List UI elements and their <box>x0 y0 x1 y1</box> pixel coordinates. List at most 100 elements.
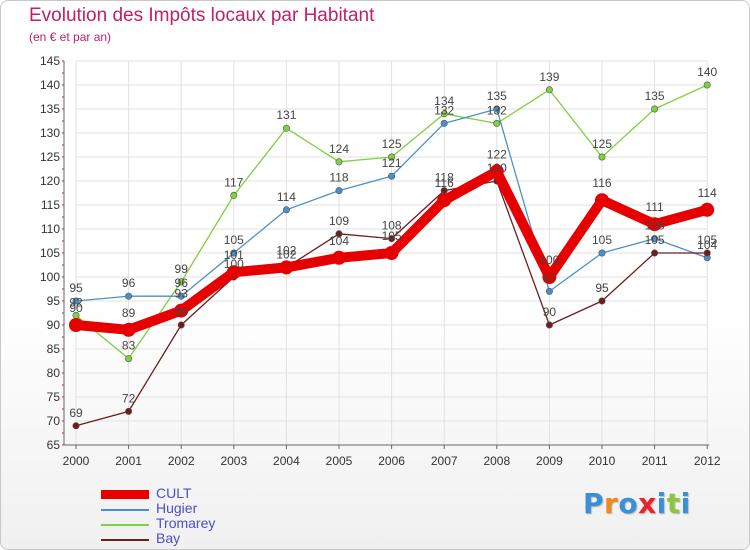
data-label-bay: 90 <box>175 305 189 319</box>
data-point-cult <box>332 250 346 265</box>
data-label-tromarey: 139 <box>539 70 559 84</box>
data-label-hugier: 135 <box>487 89 507 103</box>
data-label-hugier: 118 <box>329 171 348 185</box>
data-label-cult: 100 <box>539 253 559 267</box>
x-tick-label: 2006 <box>378 454 405 468</box>
data-label-bay: 105 <box>645 233 665 247</box>
data-label-tromarey: 125 <box>382 137 402 151</box>
data-label-cult: 114 <box>698 186 717 200</box>
data-point-hugier <box>440 119 448 127</box>
data-label-cult: 116 <box>435 176 454 190</box>
x-tick-label: 2003 <box>220 454 247 468</box>
data-label-tromarey: 135 <box>645 89 665 103</box>
data-label-bay: 100 <box>224 257 244 271</box>
data-point-tromarey <box>388 153 396 161</box>
data-point-bay <box>177 321 185 329</box>
data-label-cult: 122 <box>487 147 507 161</box>
data-label-hugier: 96 <box>175 276 189 290</box>
data-point-hugier <box>598 249 606 257</box>
data-point-hugier <box>651 235 659 243</box>
data-label-cult: 90 <box>69 301 83 315</box>
data-point-bay <box>335 230 343 238</box>
data-point-tromarey <box>282 124 290 132</box>
data-point-tromarey <box>177 278 185 286</box>
data-label-cult: 102 <box>276 243 296 257</box>
y-tick-label: 70 <box>47 414 61 428</box>
y-tick-label: 115 <box>41 198 60 212</box>
data-point-tromarey <box>598 153 606 161</box>
y-tick-label: 140 <box>40 78 60 92</box>
data-point-bay <box>545 321 553 329</box>
data-label-tromarey: 125 <box>592 137 612 151</box>
data-point-cult <box>384 246 399 260</box>
y-tick-label: 85 <box>47 342 61 356</box>
chart-subtitle: (en € et par an) <box>29 30 112 44</box>
proxiti-logo: Proxiti <box>583 487 691 520</box>
data-label-bay: 72 <box>122 391 136 405</box>
x-tick-label: 2001 <box>115 454 142 468</box>
y-tick-label: 120 <box>40 174 60 188</box>
y-tick-label: 130 <box>40 126 60 140</box>
logo-letter: o <box>618 487 639 520</box>
data-label-bay: 69 <box>69 406 83 420</box>
y-tick-label: 100 <box>40 270 60 284</box>
legend-item-tromarey: Tromarey <box>101 515 301 532</box>
data-label-hugier: 95 <box>69 281 83 295</box>
data-point-hugier <box>72 297 80 305</box>
data-point-hugier <box>335 187 343 195</box>
x-tick-label: 2000 <box>63 454 90 468</box>
x-tick-label: 2007 <box>431 454 458 468</box>
data-point-bay <box>598 297 606 305</box>
data-label-hugier: 105 <box>224 233 244 247</box>
data-label-tromarey: 124 <box>329 142 349 156</box>
data-label-tromarey: 140 <box>697 65 717 79</box>
x-tick-label: 2004 <box>273 454 300 468</box>
y-tick-label: 80 <box>47 366 61 380</box>
data-point-hugier <box>230 249 238 257</box>
data-point-hugier <box>282 206 290 214</box>
data-point-bay <box>388 235 396 243</box>
x-tick-label: 2012 <box>694 454 721 468</box>
y-tick-label: 75 <box>47 390 61 404</box>
data-label-cult: 104 <box>329 234 349 248</box>
data-point-cult <box>226 265 241 280</box>
chart-legend: CULT Hugier Tromarey Bay <box>101 485 301 547</box>
data-point-bay <box>125 407 133 415</box>
data-point-tromarey <box>703 81 711 89</box>
data-point-cult <box>700 202 715 217</box>
data-point-cult <box>647 217 662 232</box>
data-point-bay <box>72 422 80 430</box>
chart-title: Evolution des Impôts locaux par Habitant <box>29 5 375 26</box>
legend-label: CULT <box>156 485 192 501</box>
data-point-cult <box>121 322 136 337</box>
y-tick-label: 110 <box>41 222 60 236</box>
logo-letter: i <box>680 487 691 520</box>
logo-letter: t <box>666 487 681 520</box>
y-tick-label: 135 <box>40 102 60 116</box>
data-point-tromarey <box>651 105 659 113</box>
data-point-cult <box>279 260 294 275</box>
data-label-tromarey: 92 <box>69 295 83 309</box>
data-label-bay: 95 <box>595 281 609 295</box>
legend-swatch <box>101 539 149 541</box>
data-point-tromarey <box>125 355 133 363</box>
logo-letter: i <box>656 487 667 520</box>
legend-swatch <box>101 524 149 526</box>
data-point-cult <box>69 318 83 332</box>
y-tick-label: 145 <box>40 54 60 68</box>
legend-label: Bay <box>156 530 181 546</box>
data-label-hugier: 121 <box>382 156 402 170</box>
legend-item-hugier: Hugier <box>101 500 301 517</box>
data-label-hugier: 96 <box>122 276 136 290</box>
data-label-bay: 108 <box>382 219 402 233</box>
data-label-bay: 90 <box>543 305 557 319</box>
data-label-hugier: 105 <box>592 233 612 247</box>
data-label-tromarey: 99 <box>175 262 189 276</box>
data-label-bay: 109 <box>329 214 349 228</box>
data-label-tromarey: 131 <box>276 108 296 122</box>
data-label-tromarey: 117 <box>224 175 243 189</box>
data-point-tromarey <box>335 158 343 166</box>
legend-label: Hugier <box>156 500 198 516</box>
